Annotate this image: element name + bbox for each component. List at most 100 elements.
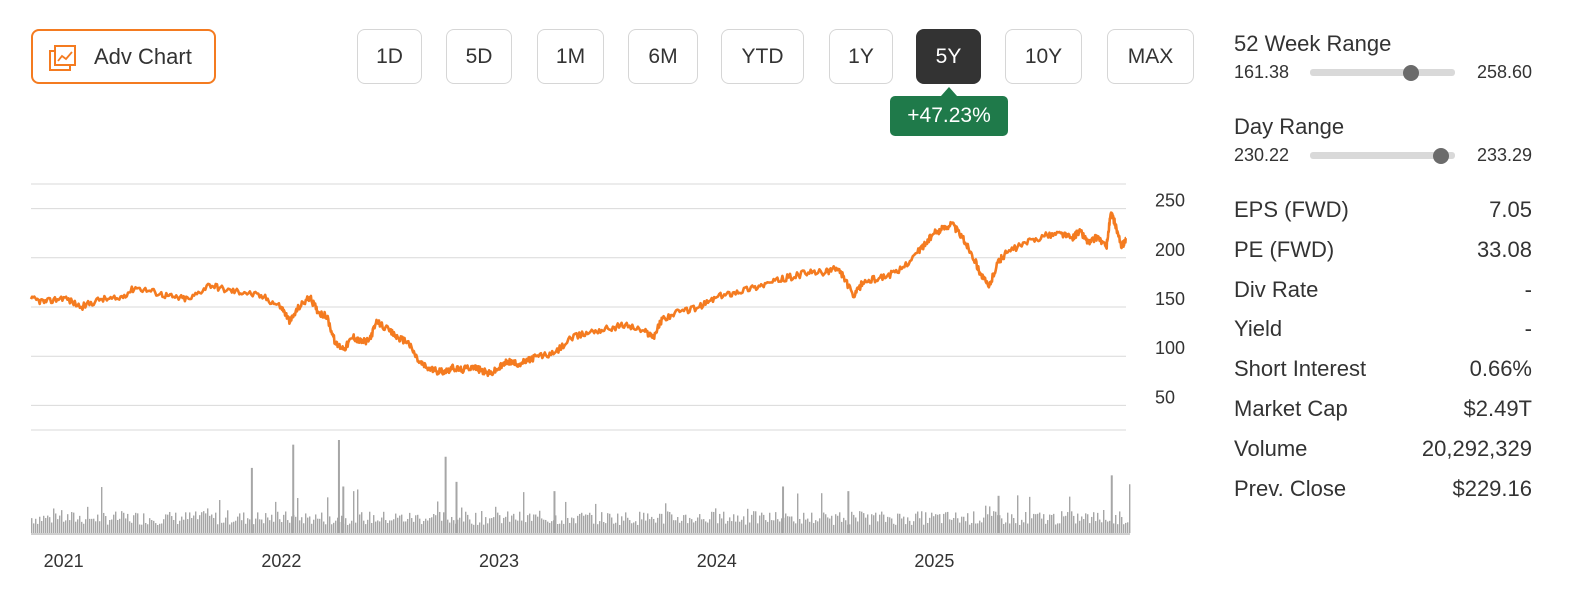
- volume-bar: [297, 498, 299, 533]
- y-tick-label: 50: [1155, 387, 1175, 407]
- volume-bar: [1125, 522, 1127, 533]
- range-button-5y[interactable]: 5Y: [916, 29, 981, 84]
- volume-spike: [997, 495, 1000, 533]
- volume-bar: [263, 523, 265, 533]
- volume-bar: [419, 518, 421, 533]
- volume-bar: [489, 518, 491, 533]
- volume-bar: [693, 522, 695, 533]
- volume-bar: [971, 522, 973, 533]
- x-tick-label: 2025: [914, 551, 954, 571]
- volume-bar: [1005, 522, 1007, 533]
- volume-bar: [465, 511, 467, 533]
- day-range-bar: [1310, 148, 1455, 164]
- volume-bar: [669, 511, 671, 533]
- volume-bar: [561, 520, 563, 533]
- stat-label: Prev. Close: [1234, 475, 1347, 501]
- range-button-5d[interactable]: 5D: [446, 29, 512, 84]
- volume-bar: [261, 519, 263, 533]
- volume-bar: [529, 513, 531, 533]
- volume-bar: [713, 511, 715, 533]
- volume-bar: [761, 512, 763, 533]
- volume-bar: [35, 518, 37, 533]
- volume-bar: [701, 519, 703, 533]
- volume-bar: [37, 523, 39, 533]
- volume-bar: [719, 513, 721, 533]
- volume-bar: [597, 524, 599, 533]
- volume-bar: [775, 512, 777, 533]
- range-button-max[interactable]: MAX: [1107, 29, 1194, 84]
- volume-bar: [173, 519, 175, 533]
- volume-bar: [793, 521, 795, 533]
- volume-bar: [851, 511, 853, 533]
- chart-layers-icon: [49, 45, 76, 71]
- volume-bar: [143, 513, 145, 533]
- volume-bar: [809, 521, 811, 533]
- volume-bar: [479, 522, 481, 533]
- volume-bar: [247, 518, 249, 533]
- volume-bar: [227, 510, 229, 533]
- volume-bar: [731, 521, 733, 533]
- stat-value: $2.49T: [1463, 396, 1533, 421]
- volume-bar: [647, 513, 649, 533]
- volume-bar: [1071, 511, 1073, 533]
- range-button-1d[interactable]: 1D: [357, 29, 422, 84]
- volume-bar: [1123, 524, 1125, 533]
- stat-label: Div Rate: [1234, 276, 1319, 302]
- volume-bar: [427, 520, 429, 533]
- volume-bar: [723, 511, 725, 533]
- range-button-1m[interactable]: 1M: [537, 29, 604, 84]
- volume-bar: [881, 511, 883, 533]
- volume-bar: [327, 497, 329, 533]
- week52-range-title: 52 Week Range: [1234, 31, 1392, 56]
- volume-bar: [105, 516, 107, 533]
- day-low: 230.22: [1234, 145, 1290, 165]
- volume-bar: [795, 523, 797, 533]
- volume-bar: [415, 515, 417, 533]
- volume-bar: [923, 524, 925, 533]
- volume-bar: [429, 518, 431, 533]
- volume-bar: [39, 516, 41, 533]
- volume-bar: [367, 519, 369, 533]
- volume-bar: [447, 519, 449, 533]
- volume-bar: [915, 513, 917, 533]
- day-range-title: Day Range: [1234, 114, 1345, 139]
- volume-bar: [903, 516, 905, 533]
- volume-bar: [1023, 522, 1025, 533]
- adv-chart-button[interactable]: Adv Chart: [31, 29, 216, 84]
- volume-bar: [117, 519, 119, 533]
- range-button-1y[interactable]: 1Y: [829, 29, 893, 84]
- week52-range-bar: [1310, 65, 1455, 81]
- volume-bar: [615, 522, 617, 533]
- volume-bar: [883, 514, 885, 533]
- volume-bar: [355, 522, 357, 533]
- volume-bar: [157, 524, 159, 533]
- volume-bar: [945, 512, 947, 533]
- stat-value: 20,292,329: [1421, 435, 1532, 461]
- volume-bar: [31, 518, 33, 533]
- volume-bar: [183, 519, 185, 533]
- volume-bar: [187, 519, 189, 533]
- volume-bar: [159, 523, 161, 533]
- volume-bar: [121, 511, 123, 533]
- volume-bar: [265, 513, 267, 533]
- range-button-ytd[interactable]: YTD: [721, 29, 804, 84]
- volume-bar: [811, 512, 813, 533]
- range-button-10y[interactable]: 10Y: [1005, 29, 1082, 84]
- volume-bar: [197, 519, 199, 533]
- volume-bar: [981, 522, 983, 533]
- volume-bar: [431, 517, 433, 533]
- volume-bar: [1077, 513, 1079, 533]
- volume-bar: [295, 516, 297, 533]
- volume-bar: [111, 519, 113, 533]
- volume-bar: [281, 522, 283, 533]
- volume-bar: [967, 513, 969, 533]
- range-button-6m[interactable]: 6M: [628, 29, 698, 84]
- price-line: [29, 211, 1127, 378]
- volume-bar: [645, 520, 647, 533]
- volume-bar: [625, 512, 627, 533]
- volume-bar: [1099, 519, 1101, 533]
- y-tick-label: 200: [1155, 240, 1185, 260]
- volume-bar: [221, 522, 223, 533]
- volume-bar: [397, 517, 399, 533]
- volume-bar: [1113, 523, 1115, 533]
